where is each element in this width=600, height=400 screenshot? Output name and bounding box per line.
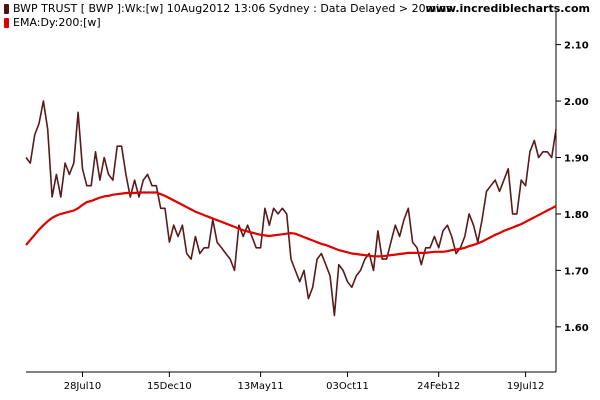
x-tick-label: 24Feb12 bbox=[417, 381, 460, 392]
x-tick-label: 03Oct11 bbox=[326, 381, 369, 392]
y-tick-label: 1.70 bbox=[564, 266, 589, 277]
y-tick-label: 1.60 bbox=[564, 323, 589, 334]
site-label: www.incrediblecharts.com bbox=[425, 2, 590, 15]
legend-ema: EMA:Dy:200:[w] bbox=[4, 16, 101, 29]
price-line bbox=[25, 100, 557, 317]
x-tick-label: 13May11 bbox=[238, 381, 284, 392]
legend-price: BWP TRUST [ BWP ]:Wk:[w] 10Aug2012 13:06… bbox=[4, 2, 452, 15]
y-tick-label: 2.00 bbox=[564, 97, 589, 108]
y-tick-label: 1.90 bbox=[564, 153, 589, 164]
y-tick-label: 1.80 bbox=[564, 210, 589, 221]
x-tick-label: 15Dec10 bbox=[147, 381, 192, 392]
y-tick-label: 2.10 bbox=[564, 41, 589, 52]
x-tick-label: 19Jul12 bbox=[507, 381, 545, 392]
legend-price-label: BWP TRUST [ BWP ]:Wk:[w] 10Aug2012 13:06… bbox=[13, 2, 453, 15]
x-tick-label: 28Jul10 bbox=[64, 381, 102, 392]
ema-swatch bbox=[4, 17, 9, 28]
ema-line bbox=[25, 191, 557, 258]
price-swatch bbox=[4, 3, 9, 14]
legend-ema-label: EMA:Dy:200:[w] bbox=[13, 16, 101, 29]
